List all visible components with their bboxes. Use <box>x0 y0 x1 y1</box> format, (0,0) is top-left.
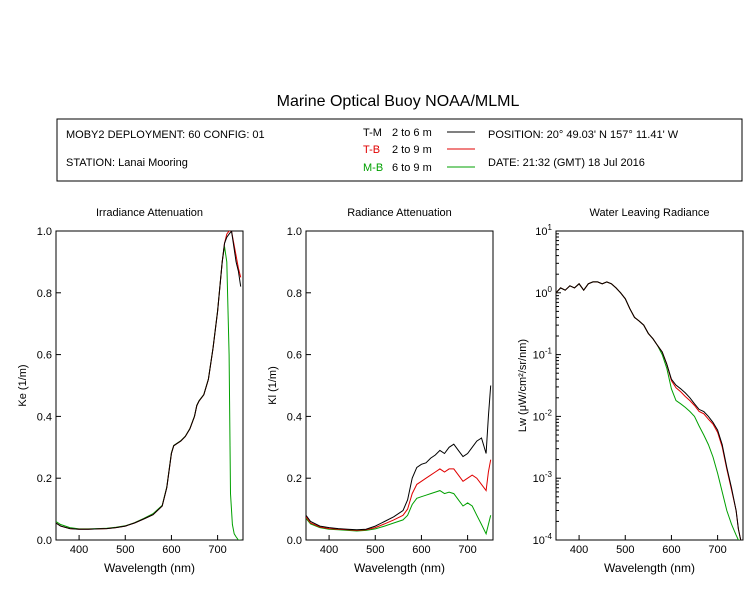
y-tick-label: 10-4 <box>533 532 553 547</box>
station-label: STATION: Lanai Mooring <box>66 157 188 169</box>
x-tick-label: 400 <box>320 544 338 556</box>
y-tick-label: 101 <box>535 223 552 238</box>
legend-code: T-M <box>363 127 382 139</box>
legend-range: 6 to 9 m <box>392 162 432 174</box>
plot-frame <box>305 230 494 541</box>
legend-code: T-B <box>363 144 380 156</box>
plot-frame <box>555 230 744 541</box>
chart-title: Water Leaving Radiance <box>589 207 709 219</box>
y-tick-label: 0.4 <box>287 411 302 423</box>
chart-title: Irradiance Attenuation <box>96 207 203 219</box>
x-tick-label: 600 <box>162 544 180 556</box>
series-line-t-m <box>556 281 742 540</box>
y-tick-label: 0.2 <box>37 473 52 485</box>
x-tick-label: 500 <box>616 544 634 556</box>
y-axis-label: Lw (μW/cm²/sr/nm) <box>517 339 529 432</box>
y-tick-label: 0.8 <box>37 288 52 300</box>
y-axis-label: Ke (1/m) <box>17 364 29 406</box>
y-tick-label: 0.0 <box>287 535 302 547</box>
series-line-t-b <box>306 459 492 531</box>
legend-range: 2 to 9 m <box>392 144 432 156</box>
legend-range: 2 to 6 m <box>392 127 432 139</box>
series-line-m-b <box>306 490 492 536</box>
info-box: MOBY2 DEPLOYMENT: 60 CONFIG: 01 STATION:… <box>56 118 743 182</box>
x-tick-label: 400 <box>70 544 88 556</box>
y-tick-label: 0.2 <box>287 473 302 485</box>
deployment-label: MOBY2 DEPLOYMENT: 60 CONFIG: 01 <box>66 129 265 141</box>
legend-entry-tm: T-M 2 to 6 m <box>363 127 475 139</box>
date-label: DATE: 21:32 (GMT) 18 Jul 2016 <box>488 157 645 169</box>
x-tick-label: 500 <box>116 544 134 556</box>
plot-frame <box>55 230 244 541</box>
x-tick-label: 600 <box>412 544 430 556</box>
x-axis-label: Wavelength (nm) <box>104 561 195 575</box>
radiance-attenuation-chart: Radiance Attenuation Wavelength (nm) Kl (1… <box>267 207 494 575</box>
x-axis-label: Wavelength (nm) <box>604 561 695 575</box>
legend-code: M-B <box>363 162 383 174</box>
irradiance-attenuation-chart: Irradiance Attenuation Wavelength (nm) Ke … <box>17 207 244 575</box>
legend-entry-mb: M-B 6 to 9 m <box>363 162 475 174</box>
series-line-t-m <box>306 385 492 531</box>
series-line-t-m <box>56 231 242 530</box>
series-line-t-b <box>56 231 242 530</box>
chart-title: Radiance Attenuation <box>347 207 452 219</box>
legend-entry-tb: T-B 2 to 9 m <box>363 144 475 156</box>
y-tick-label: 0.0 <box>37 535 52 547</box>
figure-title: Marine Optical Buoy NOAA/MLML <box>277 93 520 110</box>
position-label: POSITION: 20° 49.03' N 157° 11.41' W <box>488 129 679 141</box>
y-tick-label: 10-2 <box>533 408 553 423</box>
x-tick-label: 700 <box>458 544 476 556</box>
x-tick-label: 500 <box>366 544 384 556</box>
water-leaving-radiance-chart: Water Leaving Radiance Wavelength (nm) Lw … <box>517 207 744 575</box>
series-line-m-b <box>556 281 741 540</box>
y-tick-label: 1.0 <box>37 226 52 238</box>
x-tick-label: 400 <box>570 544 588 556</box>
x-axis-label: Wavelength (nm) <box>354 561 445 575</box>
x-tick-label: 700 <box>208 544 226 556</box>
y-tick-label: 1.0 <box>287 226 302 238</box>
series-line-t-b <box>556 281 742 540</box>
y-tick-label: 10-1 <box>533 347 553 362</box>
y-tick-label: 100 <box>535 285 552 300</box>
x-tick-label: 600 <box>662 544 680 556</box>
x-tick-label: 700 <box>708 544 726 556</box>
y-tick-label: 0.4 <box>37 411 52 423</box>
y-tick-label: 0.6 <box>287 350 302 362</box>
series-line-m-b <box>56 246 241 540</box>
plots-area: Irradiance Attenuation Wavelength (nm) Ke … <box>17 207 744 575</box>
y-axis-label: Kl (1/m) <box>267 366 279 405</box>
y-tick-label: 0.6 <box>37 350 52 362</box>
y-tick-label: 0.8 <box>287 288 302 300</box>
y-tick-label: 10-3 <box>533 470 553 485</box>
